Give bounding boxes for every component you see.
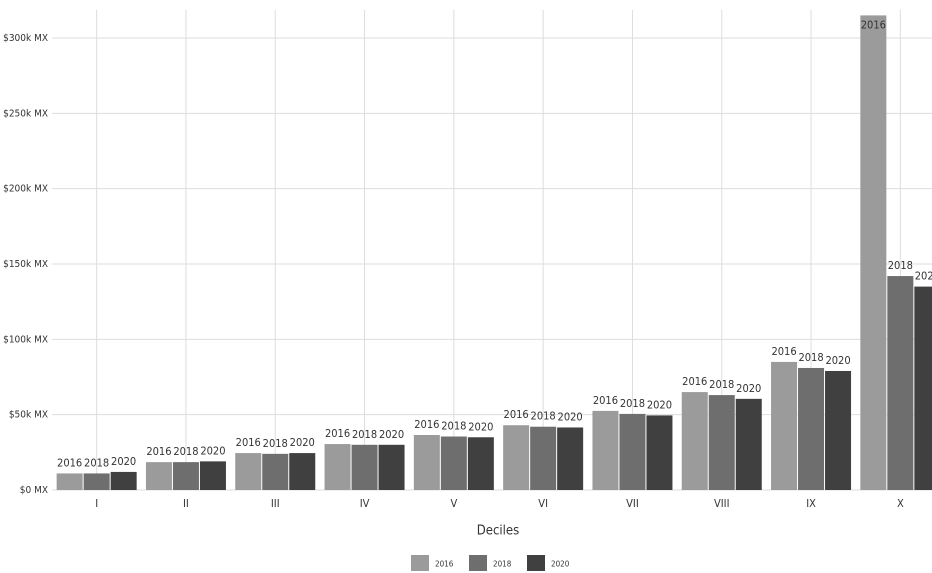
legend-label: 2020 — [551, 560, 570, 569]
bar — [798, 367, 825, 490]
bar — [56, 473, 83, 490]
data-label: 2018 — [263, 437, 288, 450]
x-tick-label: V — [450, 497, 457, 510]
x-tick-label: II — [183, 497, 189, 510]
data-label: 2018 — [798, 351, 823, 364]
data-label: 2018 — [888, 259, 913, 272]
bar — [413, 435, 440, 490]
bar — [914, 286, 932, 490]
y-tick-label: $300k MX — [3, 33, 48, 44]
y-tick-label: $0 MX — [20, 485, 48, 496]
bar — [440, 436, 467, 490]
x-tick-label: X — [897, 497, 904, 510]
bar — [145, 462, 172, 490]
data-label: 2020 — [111, 455, 136, 468]
bar — [378, 444, 405, 490]
x-tick-label: III — [271, 497, 280, 510]
data-label: 2018 — [84, 456, 109, 469]
data-label: 2016 — [593, 394, 618, 407]
x-tick-label: IX — [806, 497, 816, 510]
data-label: 2020 — [915, 270, 932, 283]
data-label: 2016 — [146, 445, 171, 458]
bar — [681, 392, 708, 490]
data-label: 2016 — [504, 408, 529, 421]
data-label: 2016 — [414, 418, 439, 431]
y-tick-label: $200k MX — [3, 184, 48, 195]
data-label: 2020 — [379, 428, 404, 441]
bar — [110, 471, 137, 490]
bar — [825, 370, 852, 490]
data-label: 2020 — [736, 382, 761, 395]
data-label: 2020 — [468, 420, 493, 433]
y-tick-label: $100k MX — [3, 334, 48, 345]
data-label: 2020 — [647, 398, 672, 411]
data-label: 2018 — [173, 445, 198, 458]
data-label: 2016 — [861, 18, 886, 31]
x-tick-label: VI — [538, 497, 548, 510]
y-tick-label: $50k MX — [9, 410, 48, 421]
data-label: 2020 — [825, 354, 850, 367]
bar — [324, 444, 351, 490]
data-label: 2016 — [771, 345, 796, 358]
x-axis-label: Deciles — [477, 524, 519, 539]
legend-swatch — [411, 555, 429, 571]
data-label: 2016 — [236, 436, 261, 449]
y-tick-label: $150k MX — [3, 259, 48, 270]
x-tick-label: VII — [626, 497, 639, 510]
legend-label: 2016 — [435, 560, 454, 569]
data-label: 2020 — [290, 436, 315, 449]
bar — [887, 276, 914, 490]
bar — [262, 453, 289, 490]
bar — [503, 425, 530, 490]
y-tick-label: $250k MX — [3, 108, 48, 119]
bar — [289, 453, 316, 490]
data-label: 2016 — [57, 456, 82, 469]
legend-swatch — [469, 555, 487, 571]
x-tick-label: VIII — [714, 497, 730, 510]
bar — [708, 395, 735, 490]
x-tick-label: IV — [360, 497, 370, 510]
legend-label: 2018 — [493, 560, 512, 569]
bar — [530, 426, 557, 490]
legend-swatch — [527, 555, 545, 571]
bar — [592, 410, 619, 490]
bar — [172, 462, 199, 490]
data-label: 2018 — [531, 410, 556, 423]
data-label: 2020 — [200, 444, 225, 457]
data-label: 2016 — [682, 375, 707, 388]
bar — [860, 15, 887, 491]
bar — [557, 427, 584, 490]
data-label: 2018 — [441, 420, 466, 433]
bar — [619, 413, 646, 490]
bar — [646, 415, 673, 490]
data-label: 2020 — [558, 410, 583, 423]
data-label: 2018 — [620, 397, 645, 410]
bar — [235, 453, 262, 490]
bar — [83, 473, 110, 490]
x-tick-label: I — [95, 497, 98, 510]
data-label: 2018 — [352, 428, 377, 441]
bar — [771, 361, 798, 490]
bar — [735, 398, 762, 490]
bar — [351, 444, 378, 490]
data-label: 2016 — [325, 427, 350, 440]
bar — [467, 437, 494, 490]
data-label: 2018 — [709, 378, 734, 391]
bar — [199, 461, 226, 490]
